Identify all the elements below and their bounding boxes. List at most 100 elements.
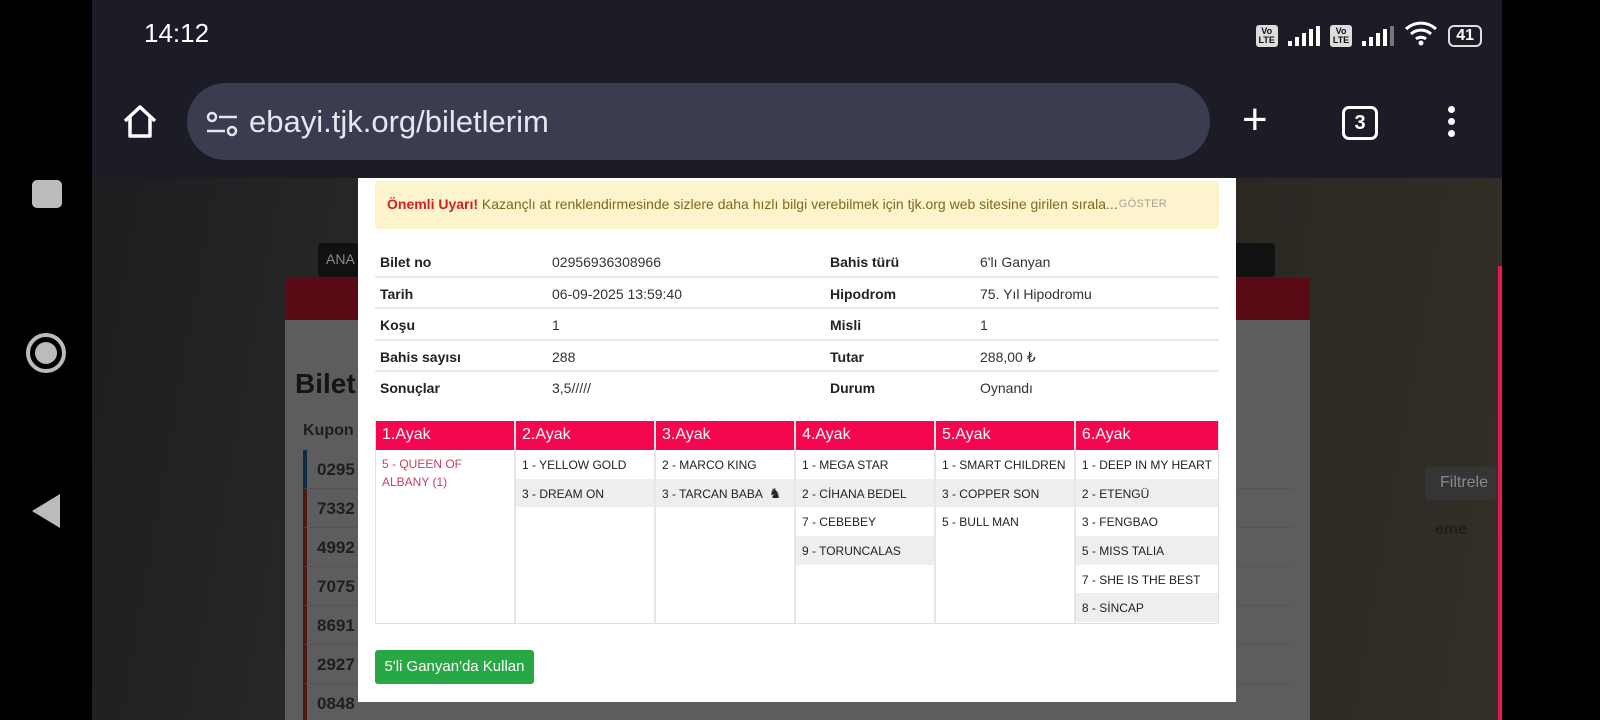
address-bar[interactable]: ebayi.tjk.org/biletlerim: [187, 83, 1210, 160]
signal-icon: [1287, 25, 1320, 46]
horse-name: 9 - TORUNCALAS: [801, 544, 901, 559]
horse-name: 5 - BULL MAN: [941, 515, 1019, 530]
signal-icon: [1362, 25, 1395, 46]
horse-entry: 7 - CEBEBEY: [796, 507, 934, 536]
horse-entry: 3 - TARCAN BABA ♞: [655, 478, 794, 508]
horse-entry: 5 - MISS TALIA: [1075, 536, 1218, 565]
ticket-detail-modal: Önemli Uyarı! Kazançlı at renklendirmesi…: [358, 178, 1236, 702]
web-page: ANA Bilet Kupon 0295 7332 4992 7075 8691…: [92, 178, 1502, 720]
horse-entry: 3 - FENGBAO: [1076, 507, 1218, 536]
info-label: Tarih: [380, 285, 414, 302]
info-value2: 75. Yıl Hipodromu: [980, 285, 1092, 302]
volte-icon: Vo LTE: [1329, 24, 1353, 47]
clock: 14:12: [144, 18, 210, 48]
horse-entry: 8 - SİNCAP: [1075, 593, 1218, 623]
site-settings-icon[interactable]: [205, 109, 239, 145]
info-label: Koşu: [380, 317, 415, 333]
leg-header: 4.Ayak: [795, 421, 934, 450]
info-value: 06-09-2025 13:59:40: [552, 285, 682, 302]
info-label2: Misli: [830, 317, 862, 333]
new-tab-icon[interactable]: +: [1242, 95, 1268, 144]
horse-entry: 1 - DEEP IN MY HEART: [1076, 450, 1218, 479]
horse-name: 1 - MEGA STAR: [801, 458, 889, 472]
info-label: Sonuçlar: [380, 380, 440, 396]
leg-header: 6.Ayak: [1075, 421, 1218, 450]
leg-column: 2.Ayak 1 - YELLOW GOLD 3 - DREAM ON: [515, 421, 656, 623]
horse-name: 2 - ETENGÜ: [1081, 486, 1150, 501]
horse-entry: 1 - YELLOW GOLD: [516, 450, 654, 479]
horse-name: 8 - SİNCAP: [1081, 601, 1144, 616]
info-label2: Bahis türü: [830, 254, 900, 270]
leg-header: 2.Ayak: [515, 421, 654, 450]
column-header: eme: [1435, 521, 1468, 538]
leg-column: 3.Ayak 2 - MARCO KING 3 - TARCAN BABA ♞: [655, 421, 796, 623]
scrollbar[interactable]: [1498, 266, 1502, 720]
info-row: Tarih 06-09-2025 13:59:40 Hipodrom 75. Yıl …: [375, 278, 1219, 309]
horse-name: 3 - TARCAN BABA: [661, 486, 763, 501]
info-label2: Durum: [830, 380, 876, 396]
horse-entry: 1 - SMART CHILDREN: [936, 450, 1074, 479]
horse-name: 7 - SHE IS THE BEST: [1081, 572, 1201, 587]
info-value2: 288,00 ₺: [980, 348, 1036, 365]
info-value: 02956936308966: [552, 254, 662, 270]
info-label2: Tutar: [830, 348, 864, 365]
leg-header: 1.Ayak: [376, 421, 514, 450]
horse-name: 3 - FENGBAO: [1081, 515, 1158, 530]
horse-name: 1 - DEEP IN MY HEART: [1081, 458, 1212, 472]
info-value2: Oynandı: [980, 380, 1033, 396]
horse-name: 5 - QUEEN OF ALBANY (1): [382, 457, 463, 489]
leg-header: 5.Ayak: [935, 421, 1074, 450]
show-button[interactable]: GÖSTER: [1118, 198, 1167, 210]
battery-icon: 41: [1448, 24, 1482, 47]
ticket-info-table: Bilet no 02956936308966 Bahis türü 6'lı Gan…: [375, 246, 1219, 404]
recents-button[interactable]: [32, 180, 62, 208]
phone-screen: 14:12 Vo LTE Vo LTE 41 ebayi.tjk.org/bilet…: [92, 0, 1502, 720]
info-label: Bilet no: [380, 254, 432, 270]
home-icon[interactable]: [120, 102, 160, 142]
horse-entry: 2 - CİHANA BEDEL: [795, 478, 934, 508]
more-menu-icon[interactable]: [1448, 106, 1456, 142]
status-bar: 14:12 Vo LTE Vo LTE 41: [92, 0, 1502, 62]
back-button[interactable]: [32, 494, 60, 528]
info-value: 3,5/////: [552, 380, 591, 396]
horse-name: 7 - CEBEBEY: [801, 515, 876, 530]
horse-name: 2 - MARCO KING: [661, 458, 757, 472]
use-in-5li-ganyan-button[interactable]: 5'li Ganyan'da Kullan: [375, 650, 534, 684]
horse-entry: 2 - MARCO KING: [656, 450, 794, 479]
leg-column: 6.Ayak 1 - DEEP IN MY HEART 2 - ETENGÜ 3 - …: [1075, 421, 1218, 623]
alert-title: Önemli Uyarı!: [387, 196, 479, 212]
android-nav-bar: [0, 0, 92, 720]
info-value2: 6'lı Ganyan: [980, 254, 1051, 270]
tab-switcher-button[interactable]: 3: [1342, 106, 1378, 140]
horse-name: 5 - MISS TALIA: [1081, 544, 1165, 559]
info-value2: 1: [980, 317, 988, 333]
page-title: Bilet: [295, 368, 356, 399]
leg-column: 5.Ayak 1 - SMART CHILDREN 3 - COPPER SON 5 …: [935, 421, 1076, 623]
leg-column: 1.Ayak 5 - QUEEN OF ALBANY (1): [376, 421, 516, 623]
home-nav-button[interactable]: [26, 333, 66, 373]
horse-entry: 3 - DREAM ON: [515, 478, 654, 508]
horse-entry: 3 - COPPER SON: [935, 478, 1074, 508]
legs-table: 1.Ayak 5 - QUEEN OF ALBANY (1) 2.Ayak 1 - Y…: [375, 421, 1219, 624]
info-label2: Hipodrom: [830, 285, 897, 302]
info-row: Sonuçlar 3,5///// Durum Oynandı: [375, 372, 1219, 404]
horse-entry: 9 - TORUNCALAS: [795, 536, 934, 565]
horse-entry: 2 - ETENGÜ: [1075, 478, 1218, 508]
horse-name: 1 - YELLOW GOLD: [521, 458, 627, 472]
kupon-header: Kupon: [303, 422, 354, 439]
horse-icon: ♞: [768, 484, 782, 501]
volte-icon: Vo LTE: [1255, 24, 1278, 47]
browser-toolbar: ebayi.tjk.org/biletlerim + 3: [92, 62, 1502, 178]
horse-entry: 1 - MEGA STAR: [796, 450, 934, 479]
filter-button: Filtrele: [1425, 467, 1497, 500]
leg-column: 4.Ayak 1 - MEGA STAR 2 - CİHANA BEDEL 7 - C…: [795, 421, 936, 623]
horse-name: 1 - SMART CHILDREN: [941, 458, 1066, 472]
table-row: 0848: [303, 684, 1293, 720]
warning-alert: Önemli Uyarı! Kazançlı at renklendirmesi…: [375, 181, 1219, 229]
leg-header: 3.Ayak: [655, 421, 794, 450]
info-row: Bilet no 02956936308966 Bahis türü 6'lı Gan…: [375, 246, 1219, 278]
url-text: ebayi.tjk.org/biletlerim: [249, 103, 549, 139]
info-row: Koşu 1 Misli 1: [375, 309, 1219, 341]
horse-name: 3 - DREAM ON: [521, 486, 604, 501]
info-value: 288: [552, 348, 576, 365]
